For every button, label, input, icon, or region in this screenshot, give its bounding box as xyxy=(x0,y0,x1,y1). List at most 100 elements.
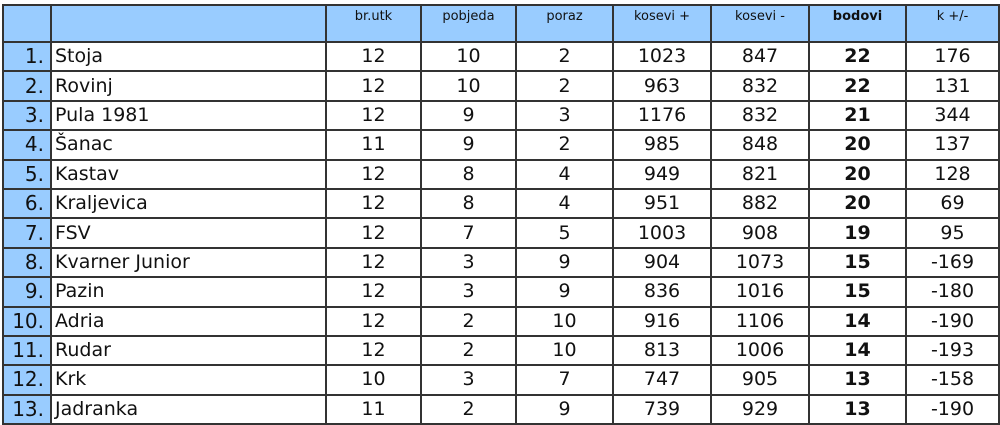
rank-cell: 5. xyxy=(2,158,52,190)
difference-cell: 176 xyxy=(905,40,1000,73)
wins-cell: 2 xyxy=(420,334,517,367)
points-against-cell: 1106 xyxy=(710,305,810,337)
wins-cell: 3 xyxy=(420,364,517,396)
losses-cell: 5 xyxy=(515,217,614,249)
losses-header: poraz xyxy=(515,4,614,43)
points-cell: 20 xyxy=(808,129,907,161)
rank-cell: 11. xyxy=(2,334,52,367)
losses-cell: 4 xyxy=(515,158,614,190)
points-for-cell: 949 xyxy=(612,158,712,190)
games-cell: 12 xyxy=(325,99,422,132)
difference-cell: -169 xyxy=(905,246,1000,279)
team-name-cell: Kvarner Junior xyxy=(50,246,327,279)
points-for-cell: 1023 xyxy=(612,40,712,73)
points-against-cell: 832 xyxy=(710,99,810,132)
wins-cell: 9 xyxy=(420,99,517,132)
team-header xyxy=(50,4,327,43)
team-name-cell: Adria xyxy=(50,305,327,337)
difference-cell: 344 xyxy=(905,99,1000,132)
points-for-cell: 904 xyxy=(612,246,712,279)
rank-cell: 9. xyxy=(2,276,52,308)
difference-cell: -190 xyxy=(905,305,1000,337)
losses-cell: 3 xyxy=(515,99,614,132)
points-cell: 20 xyxy=(808,187,907,220)
points-for-cell: 836 xyxy=(612,276,712,308)
points-against-cell: 832 xyxy=(710,70,810,102)
points-for-cell: 951 xyxy=(612,187,712,220)
points-cell: 13 xyxy=(808,364,907,396)
rank-cell: 2. xyxy=(2,70,52,102)
games-cell: 12 xyxy=(325,246,422,279)
difference-cell: 137 xyxy=(905,129,1000,161)
wins-cell: 3 xyxy=(420,276,517,308)
team-name-cell: Pazin xyxy=(50,276,327,308)
games-cell: 12 xyxy=(325,158,422,190)
table-row: 6. Kraljevica 12 8 4 951 882 20 69 xyxy=(2,187,1000,220)
points-against-cell: 905 xyxy=(710,364,810,396)
points-against-cell: 882 xyxy=(710,187,810,220)
points-against-cell: 1073 xyxy=(710,246,810,279)
points-cell: 15 xyxy=(808,276,907,308)
points-for-cell: 1176 xyxy=(612,99,712,132)
points-cell: 14 xyxy=(808,334,907,367)
table-row: 8. Kvarner Junior 12 3 9 904 1073 15 -169 xyxy=(2,246,1000,279)
wins-cell: 8 xyxy=(420,187,517,220)
table-row: 10. Adria 12 2 10 916 1106 14 -190 xyxy=(2,305,1000,337)
difference-cell: 131 xyxy=(905,70,1000,102)
wins-header: pobjeda xyxy=(420,4,517,43)
games-cell: 12 xyxy=(325,334,422,367)
points-for-header: kosevi + xyxy=(612,4,712,43)
team-name-cell: Pula 1981 xyxy=(50,99,327,132)
points-for-cell: 963 xyxy=(612,70,712,102)
points-cell: 22 xyxy=(808,70,907,102)
losses-cell: 10 xyxy=(515,305,614,337)
difference-cell: -158 xyxy=(905,364,1000,396)
losses-cell: 9 xyxy=(515,246,614,279)
team-name-cell: Rovinj xyxy=(50,70,327,102)
difference-header: k +/- xyxy=(905,4,1000,43)
points-against-cell: 847 xyxy=(710,40,810,73)
points-for-cell: 747 xyxy=(612,364,712,396)
wins-cell: 3 xyxy=(420,246,517,279)
wins-cell: 10 xyxy=(420,70,517,102)
team-name-cell: Rudar xyxy=(50,334,327,367)
wins-cell: 2 xyxy=(420,305,517,337)
points-for-cell: 1003 xyxy=(612,217,712,249)
rank-cell: 12. xyxy=(2,364,52,396)
points-for-cell: 916 xyxy=(612,305,712,337)
points-cell: 21 xyxy=(808,99,907,132)
games-cell: 10 xyxy=(325,364,422,396)
table-row: 12. Krk 10 3 7 747 905 13 -158 xyxy=(2,364,1000,396)
wins-cell: 10 xyxy=(420,40,517,73)
games-cell: 12 xyxy=(325,217,422,249)
points-cell: 22 xyxy=(808,40,907,73)
games-cell: 12 xyxy=(325,40,422,73)
losses-cell: 9 xyxy=(515,276,614,308)
team-name-cell: Kraljevica xyxy=(50,187,327,220)
games-cell: 12 xyxy=(325,305,422,337)
losses-cell: 2 xyxy=(515,70,614,102)
table-row: 2. Rovinj 12 10 2 963 832 22 131 xyxy=(2,70,1000,102)
standings-table: br.utk pobjeda poraz kosevi + kosevi - bodovi… xyxy=(2,4,1000,425)
games-header: br.utk xyxy=(325,4,422,43)
losses-cell: 7 xyxy=(515,364,614,396)
points-cell: 20 xyxy=(808,158,907,190)
points-against-header: kosevi - xyxy=(710,4,810,43)
difference-cell: 95 xyxy=(905,217,1000,249)
points-cell: 19 xyxy=(808,217,907,249)
points-against-cell: 848 xyxy=(710,129,810,161)
games-cell: 12 xyxy=(325,70,422,102)
points-for-cell: 985 xyxy=(612,129,712,161)
losses-cell: 4 xyxy=(515,187,614,220)
team-name-cell: Šanac xyxy=(50,129,327,161)
points-against-cell: 821 xyxy=(710,158,810,190)
rank-header xyxy=(2,4,52,43)
points-for-cell: 813 xyxy=(612,334,712,367)
points-header: bodovi xyxy=(808,4,907,43)
wins-cell: 8 xyxy=(420,158,517,190)
table-row: 1. Stoja 12 10 2 1023 847 22 176 xyxy=(2,40,1000,73)
table-row: 3. Pula 1981 12 9 3 1176 832 21 344 xyxy=(2,99,1000,132)
games-cell: 12 xyxy=(325,276,422,308)
team-name-cell: Stoja xyxy=(50,40,327,73)
table-row: 5. Kastav 12 8 4 949 821 20 128 xyxy=(2,158,1000,190)
